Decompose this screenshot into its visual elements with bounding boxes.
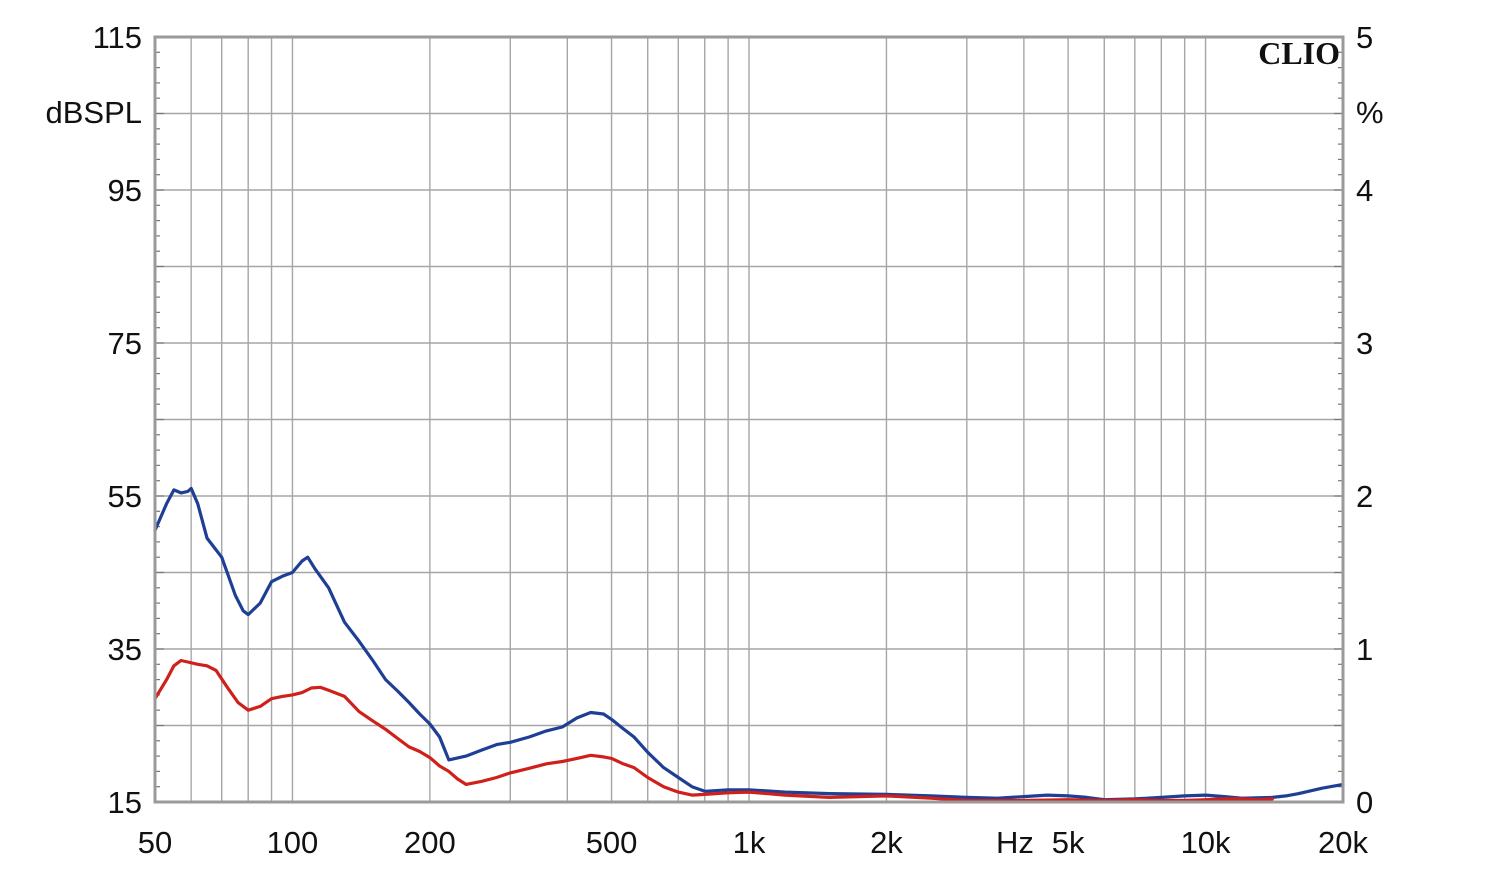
y-tick-label: 35 [108, 632, 142, 667]
y-tick-label: 95 [108, 173, 142, 208]
clio-logo: CLIO [1258, 35, 1340, 71]
y2-tick-label: 5 [1356, 20, 1373, 55]
x-tick-label: 500 [586, 825, 638, 860]
x-tick-label: 100 [267, 825, 319, 860]
y2-tick-label: 0 [1356, 785, 1373, 820]
axis-labels: 50 100 200 500 1k 2k 5k 10k 20k 115 95 75 55 35 15 5 4 3 2… [93, 20, 1374, 860]
y-tick-label: 75 [108, 326, 142, 361]
y-tick-label: 115 [93, 20, 142, 55]
x-tick-label: 10k [1181, 825, 1231, 860]
y-axis-title: dBSPL [45, 95, 142, 130]
x-tick-label: 50 [138, 825, 172, 860]
plot-frame [153, 35, 1345, 804]
x-tick-label: 5k [1052, 825, 1085, 860]
y-tick-label: 55 [108, 479, 142, 514]
x-axis-title: Hz [996, 825, 1034, 860]
y2-tick-label: 2 [1356, 479, 1373, 514]
x-tick-label: 20k [1318, 825, 1368, 860]
y2-tick-label: 3 [1356, 326, 1373, 361]
y2-tick-label: 1 [1356, 632, 1373, 667]
y2-axis-title: % [1356, 95, 1384, 130]
series-line-1 [153, 486, 1345, 802]
y-tick-label: 15 [108, 785, 142, 820]
x-tick-label: 2k [870, 825, 903, 860]
grid [155, 37, 1343, 802]
x-tick-label: 1k [733, 825, 766, 860]
x-tick-label: 200 [404, 825, 456, 860]
y2-tick-label: 4 [1356, 173, 1373, 208]
